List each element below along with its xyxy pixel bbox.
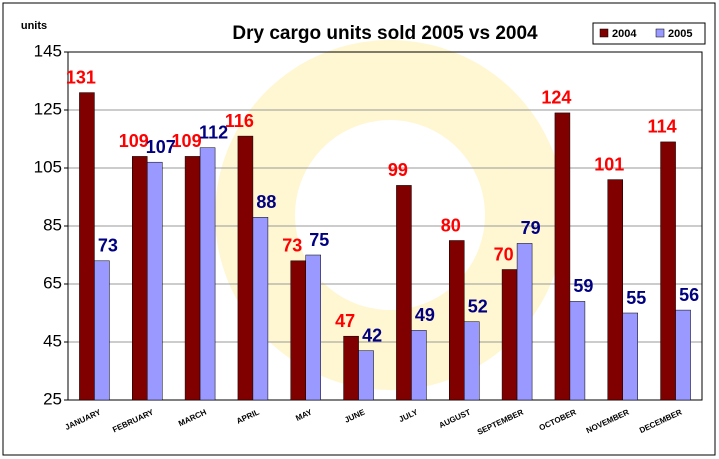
data-label: 49 — [415, 305, 435, 325]
bar — [622, 312, 638, 401]
bar — [449, 240, 465, 401]
bar — [660, 141, 676, 401]
data-label: 109 — [119, 131, 149, 151]
legend-box — [592, 22, 706, 45]
bar — [132, 156, 148, 401]
bar — [554, 112, 571, 401]
data-label: 114 — [648, 117, 677, 137]
chart-title: Dry cargo units sold 2005 vs 2004 — [232, 23, 538, 44]
legend-swatch — [599, 28, 609, 38]
data-label: 55 — [626, 288, 646, 308]
bar — [252, 217, 269, 401]
data-label: 52 — [468, 296, 488, 316]
data-label: 99 — [388, 160, 408, 180]
y-axis-label: units — [21, 20, 47, 32]
data-label: 79 — [521, 218, 541, 238]
bar — [343, 335, 359, 401]
data-label: 59 — [573, 276, 593, 296]
y-tick-label: 45 — [43, 331, 62, 350]
bar — [516, 243, 533, 401]
data-label: 124 — [541, 88, 571, 108]
bar — [237, 135, 254, 401]
data-label: 47 — [335, 311, 355, 331]
y-tick-label: 85 — [43, 215, 62, 234]
bar — [607, 179, 623, 401]
data-label: 107 — [146, 137, 176, 157]
data-label: 75 — [309, 230, 329, 250]
bar — [79, 92, 95, 401]
data-label: 73 — [98, 236, 118, 256]
data-label: 73 — [282, 236, 302, 256]
data-label: 131 — [66, 67, 96, 87]
data-label: 88 — [256, 192, 276, 212]
bar — [147, 161, 163, 401]
data-label: 112 — [199, 122, 228, 142]
data-label: 42 — [362, 325, 382, 345]
y-tick-label: 25 — [43, 389, 62, 408]
y-tick-label: 125 — [34, 99, 62, 118]
bar — [94, 260, 110, 401]
legend-label: 2005 — [668, 28, 692, 40]
plot-border — [67, 51, 703, 401]
legend-swatch — [655, 28, 665, 38]
bar — [199, 147, 216, 401]
data-label: 109 — [172, 131, 202, 151]
bar — [358, 350, 374, 401]
bar — [501, 269, 518, 401]
data-label: 101 — [594, 154, 624, 174]
bar — [396, 185, 412, 401]
y-tick-label: 145 — [34, 41, 62, 60]
data-label: 80 — [441, 215, 461, 235]
legend-label: 2004 — [612, 28, 637, 40]
y-tick-label: 65 — [43, 273, 62, 292]
data-label: 56 — [679, 285, 699, 305]
bar — [184, 156, 201, 401]
bar — [569, 301, 586, 401]
bar — [464, 321, 480, 401]
bar — [290, 260, 306, 401]
bar — [675, 309, 691, 401]
data-label: 116 — [225, 111, 254, 131]
y-tick-label: 105 — [34, 157, 62, 176]
bar — [411, 330, 427, 401]
data-label: 70 — [494, 244, 514, 264]
bar — [305, 254, 321, 401]
